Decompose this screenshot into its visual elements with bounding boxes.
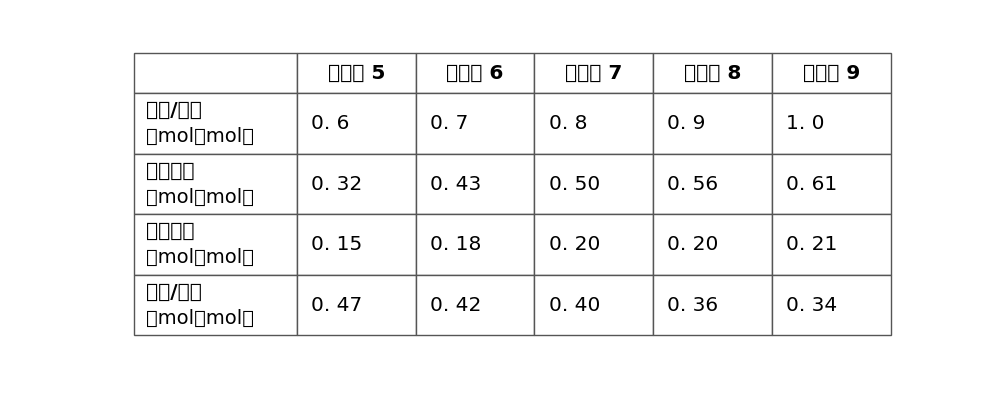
Text: 实施例 5: 实施例 5	[328, 64, 385, 83]
Bar	[134, 53, 297, 93]
Bar	[772, 214, 891, 275]
Bar	[772, 93, 891, 154]
Text: 0. 20: 0. 20	[667, 235, 719, 254]
Text: 实施例 7: 实施例 7	[565, 64, 623, 83]
Bar	[653, 154, 772, 214]
Text: 实施例 8: 实施例 8	[684, 64, 741, 83]
Bar	[653, 53, 772, 93]
Bar	[534, 53, 653, 93]
Bar	[134, 214, 297, 275]
Bar	[534, 214, 653, 275]
Text: 0. 9: 0. 9	[667, 114, 706, 133]
Bar	[772, 154, 891, 214]
Bar	[416, 53, 534, 93]
Text: （mol／mol）: （mol／mol）	[146, 127, 254, 146]
Bar	[134, 154, 297, 214]
Bar	[297, 53, 416, 93]
Bar	[772, 275, 891, 336]
Text: 0. 42: 0. 42	[430, 296, 481, 315]
Bar	[416, 93, 534, 154]
Text: 0. 8: 0. 8	[549, 114, 587, 133]
Bar	[134, 275, 297, 336]
Text: 0. 61: 0. 61	[786, 174, 837, 193]
Text: 0. 34: 0. 34	[786, 296, 837, 315]
Text: 0. 50: 0. 50	[549, 174, 600, 193]
Bar	[534, 154, 653, 214]
Text: （mol／mol）: （mol／mol）	[146, 248, 254, 267]
Bar	[534, 275, 653, 336]
Text: 0. 32: 0. 32	[311, 174, 362, 193]
Text: 实施例 6: 实施例 6	[446, 64, 504, 83]
Bar	[134, 93, 297, 154]
Bar	[653, 93, 772, 154]
Text: （mol／mol）: （mol／mol）	[146, 309, 254, 328]
Bar	[297, 275, 416, 336]
Bar	[416, 214, 534, 275]
Text: 0. 47: 0. 47	[311, 296, 362, 315]
Text: 0. 40: 0. 40	[549, 296, 600, 315]
Bar	[416, 275, 534, 336]
Bar	[297, 214, 416, 275]
Text: 0. 43: 0. 43	[430, 174, 481, 193]
Text: 醉基含量: 醉基含量	[146, 222, 194, 241]
Text: 0. 18: 0. 18	[430, 235, 481, 254]
Bar	[297, 154, 416, 214]
Text: 0. 15: 0. 15	[311, 235, 362, 254]
Text: 0. 21: 0. 21	[786, 235, 838, 254]
Text: 0. 36: 0. 36	[667, 296, 719, 315]
Bar	[534, 93, 653, 154]
Text: 硒酸/淤粉: 硒酸/淤粉	[146, 101, 202, 120]
Text: 罧基含量: 罧基含量	[146, 162, 194, 180]
Text: （mol／mol）: （mol／mol）	[146, 187, 254, 207]
Bar	[653, 275, 772, 336]
Bar	[297, 93, 416, 154]
Text: 1. 0: 1. 0	[786, 114, 825, 133]
Bar	[653, 214, 772, 275]
Text: 0. 56: 0. 56	[667, 174, 719, 193]
Text: 醉基/罧基: 醉基/罧基	[146, 283, 202, 302]
Bar	[772, 53, 891, 93]
Bar	[416, 154, 534, 214]
Text: 0. 7: 0. 7	[430, 114, 468, 133]
Text: 0. 20: 0. 20	[549, 235, 600, 254]
Text: 实施例 9: 实施例 9	[803, 64, 860, 83]
Text: 0. 6: 0. 6	[311, 114, 350, 133]
